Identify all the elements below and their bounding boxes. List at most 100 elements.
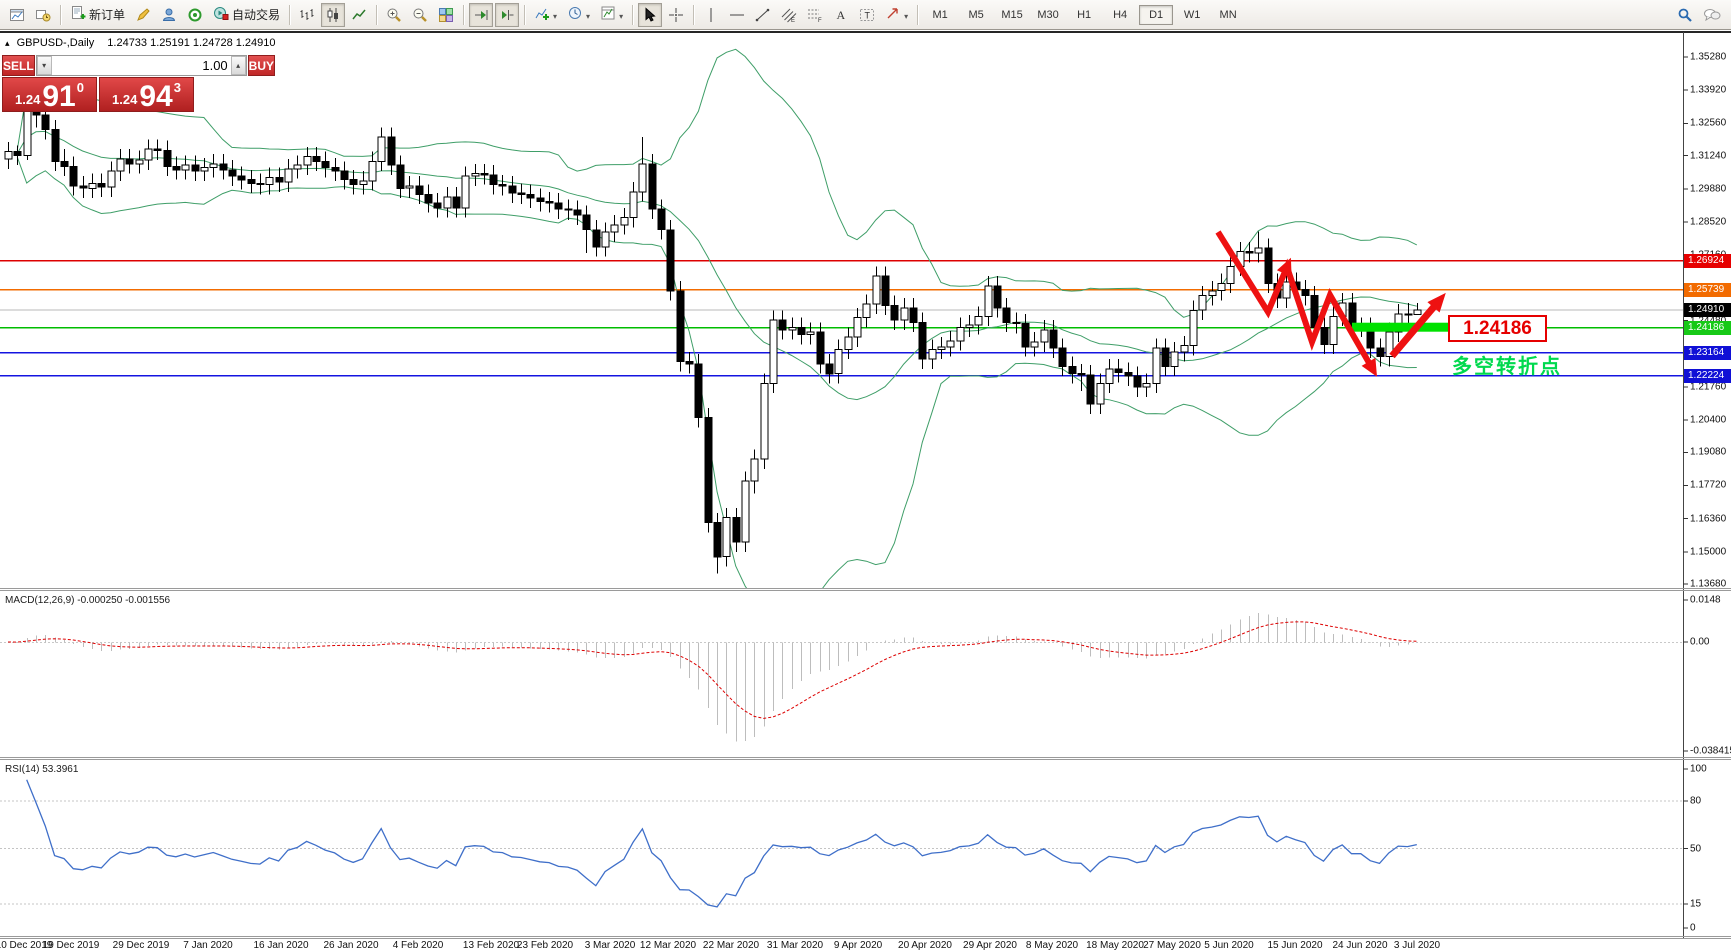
crosshair-button[interactable] bbox=[664, 3, 688, 27]
buy-price-box[interactable]: 1.24 94 3 bbox=[99, 77, 194, 112]
auto-scroll-button[interactable] bbox=[469, 2, 494, 27]
sell-button[interactable]: SELL bbox=[2, 55, 35, 76]
metaeditor-button[interactable] bbox=[131, 3, 155, 27]
candle bbox=[1142, 383, 1151, 388]
candle bbox=[1320, 326, 1329, 345]
price-tick-1.24480: 1.24480 bbox=[1690, 315, 1726, 326]
date-label: 10 Dec 2019 bbox=[0, 940, 53, 951]
date-axis[interactable]: 10 Dec 2019 19 Dec 2019 29 Dec 2019 7 Jan 2… bbox=[0, 940, 1683, 952]
clock-icon bbox=[567, 5, 583, 24]
signals-button[interactable] bbox=[183, 3, 207, 27]
candle bbox=[498, 184, 507, 187]
candle bbox=[1329, 315, 1338, 345]
candle bbox=[293, 164, 302, 170]
candle bbox=[1030, 341, 1039, 348]
sell-price-box[interactable]: 1.24 91 0 bbox=[2, 77, 97, 112]
candlestick-mode-button[interactable] bbox=[321, 2, 346, 27]
new-order-button[interactable]: 新订单 bbox=[66, 3, 129, 27]
note-annotation[interactable]: 多空转折点 bbox=[1452, 356, 1562, 378]
cursor-button[interactable] bbox=[638, 2, 663, 27]
candle bbox=[834, 348, 843, 375]
up-arrow-annotation[interactable] bbox=[1389, 299, 1441, 359]
search-button[interactable] bbox=[1673, 3, 1697, 27]
timeframe-m15-button[interactable]: M15 bbox=[1001, 8, 1023, 21]
candle bbox=[1012, 322, 1021, 325]
price-label-1.26924: 1.26924 bbox=[1684, 253, 1731, 268]
templates-button[interactable] bbox=[596, 3, 627, 27]
text-label-button[interactable]: T bbox=[855, 3, 879, 27]
macd-tick-0.00: 0.00 bbox=[1690, 636, 1710, 648]
candle bbox=[1254, 247, 1263, 254]
price-axis[interactable]: 1.35280 1.33920 1.32560 1.31240 1.29880 1.285… bbox=[1684, 0, 1731, 952]
candle bbox=[107, 170, 116, 188]
sell-price-big: 91 bbox=[42, 80, 76, 113]
chart-shift-button[interactable] bbox=[495, 2, 520, 27]
profiles-button[interactable] bbox=[31, 3, 55, 27]
symbol-title-bar: GBPUSD-,Daily 1.24733 1.25191 1.24728 1.… bbox=[5, 37, 276, 49]
candle bbox=[387, 136, 396, 166]
new-order-label: 新订单 bbox=[89, 8, 126, 22]
candle bbox=[396, 164, 405, 189]
candle bbox=[1133, 375, 1142, 388]
candle bbox=[452, 196, 461, 209]
timeframe-h4-button[interactable]: H4 bbox=[1113, 8, 1128, 21]
volume-increase-button[interactable] bbox=[230, 56, 246, 75]
timeframe-d1-button[interactable]: D1 bbox=[1139, 4, 1174, 25]
chat-button[interactable] bbox=[1699, 3, 1725, 27]
date-label: 22 Mar 2020 bbox=[702, 940, 760, 951]
timeframe-h1-button[interactable]: H1 bbox=[1077, 8, 1092, 21]
bollinger-middle bbox=[16, 130, 1417, 401]
date-label: 19 Dec 2019 bbox=[42, 940, 100, 951]
buy-button[interactable]: BUY bbox=[247, 55, 276, 76]
price-tick-1.31240: 1.31240 bbox=[1690, 150, 1727, 162]
equidistant-channel-button[interactable]: E bbox=[777, 3, 801, 27]
window-splitter bbox=[0, 31, 1731, 33]
horizontal-line-button[interactable] bbox=[725, 3, 749, 27]
price-callout[interactable]: 1.24186 bbox=[1448, 314, 1547, 342]
toolbar-separator bbox=[524, 4, 526, 25]
zoom-in-button[interactable] bbox=[382, 3, 406, 27]
candlestick-icon bbox=[5, 37, 14, 49]
tile-windows-button[interactable] bbox=[434, 3, 458, 27]
periods-button[interactable] bbox=[563, 3, 594, 27]
indicators-button[interactable] bbox=[530, 3, 561, 27]
timeframe-m30-button[interactable]: M30 bbox=[1037, 8, 1059, 21]
rsi-tick-50: 50 bbox=[1690, 843, 1702, 854]
candle bbox=[256, 182, 265, 186]
vertical-line-button[interactable] bbox=[699, 3, 723, 27]
price-tick-1.28520: 1.28520 bbox=[1690, 216, 1727, 228]
price-tick-1.35280: 1.35280 bbox=[1690, 51, 1727, 63]
fibonacci-button[interactable]: F bbox=[803, 3, 827, 27]
candle bbox=[993, 285, 1002, 309]
zoom-out-button[interactable] bbox=[408, 3, 432, 27]
timeframe-m1-button[interactable]: M1 bbox=[932, 8, 948, 21]
new-order-icon bbox=[70, 5, 86, 24]
date-label: 9 Apr 2020 bbox=[833, 940, 883, 951]
candle bbox=[657, 208, 666, 231]
zigzag-annotation[interactable] bbox=[1215, 230, 1375, 370]
candle bbox=[1404, 313, 1413, 316]
symbol-ohlc-values: 1.24733 1.25191 1.24728 1.24910 bbox=[107, 37, 276, 49]
volume-decrease-button[interactable] bbox=[36, 56, 52, 75]
candle bbox=[844, 336, 853, 350]
timeframe-w1-button[interactable]: W1 bbox=[1183, 8, 1201, 21]
candle bbox=[349, 179, 358, 186]
line-chart-mode-button[interactable] bbox=[347, 3, 371, 27]
arrows-button[interactable] bbox=[881, 3, 912, 27]
new-chart-button[interactable] bbox=[5, 3, 29, 27]
rsi-line bbox=[26, 779, 1417, 908]
timeframe-mn-button[interactable]: MN bbox=[1219, 8, 1237, 21]
trendline-button[interactable] bbox=[751, 3, 775, 27]
support-zone-bar[interactable] bbox=[1352, 322, 1448, 332]
timeframe-m5-button[interactable]: M5 bbox=[968, 8, 984, 21]
candle-wicks bbox=[8, 83, 1418, 574]
bar-chart-mode-button[interactable] bbox=[295, 3, 319, 27]
candle bbox=[1086, 374, 1095, 405]
autotrading-button[interactable]: 自动交易 bbox=[209, 3, 284, 27]
volume-input[interactable] bbox=[51, 56, 231, 75]
text-button[interactable]: A bbox=[829, 3, 853, 27]
rsi-name: RSI(14) bbox=[5, 764, 40, 775]
experts-button[interactable] bbox=[157, 3, 181, 27]
candle bbox=[471, 173, 480, 177]
